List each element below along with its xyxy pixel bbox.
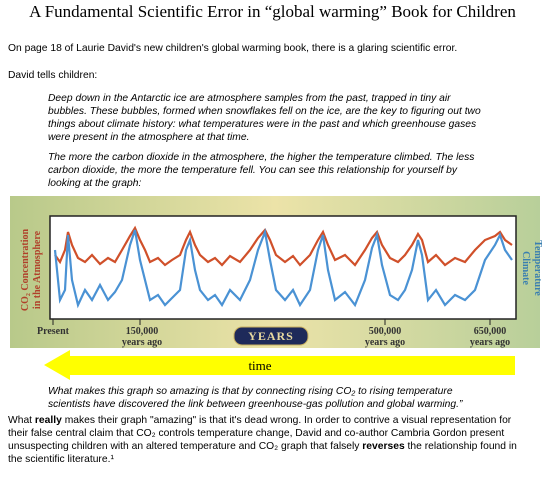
text-run: makes their graph "amazing" is that it's… (61, 415, 512, 426)
text-run: their false central claim that CO₂ contr… (8, 428, 505, 439)
bold-run: really (34, 415, 62, 426)
right-label: Temperature (532, 240, 543, 296)
temperature-curve (53, 227, 513, 309)
closing-line: their false central claim that CO₂ contr… (8, 427, 504, 440)
years-badge (233, 326, 309, 346)
x-label: years ago (365, 337, 405, 348)
text-run: the scientific literature. (8, 454, 111, 465)
closing-line: unsuspecting children with an altered te… (8, 440, 517, 453)
x-label: 500,000 (369, 326, 402, 337)
plot-area (49, 215, 517, 320)
left-label: in the Atmosphere (32, 230, 43, 309)
x-label: 650,000 (474, 326, 507, 337)
title: A Fundamental Scientific Error in “globa… (29, 2, 516, 21)
axis-title: YEARS (248, 329, 294, 343)
x-label: 150,000 (126, 326, 159, 337)
x-label: Present (37, 326, 70, 337)
left-label: CO₂ Concentration (20, 228, 31, 311)
quote-line: What makes this graph so amazing is that… (48, 386, 453, 397)
x-label: years ago (470, 337, 510, 348)
right-label: Climate (520, 251, 531, 285)
text-run: the relationship found in (404, 441, 517, 452)
quote-line: scientists have discovered the link betw… (48, 399, 463, 410)
text-run: unsuspecting children with an altered te… (8, 441, 363, 452)
x-label: years ago (122, 337, 162, 348)
footnote-mark: ¹ (110, 454, 114, 465)
quote-line: things about climate history: what tempe… (48, 119, 477, 130)
closing-line: the scientific literature.¹ (8, 453, 114, 466)
quote-line: carbon dioxide, the more the temperature… (48, 165, 458, 176)
co2-curve (54, 225, 513, 267)
intro: On page 18 of Laurie David's new childre… (8, 43, 458, 54)
text-run: What (8, 415, 35, 426)
lead: David tells children: (8, 70, 98, 81)
quote-line: looking at the graph: (48, 178, 142, 189)
bold-run: reverses (362, 441, 405, 452)
quote-line: were present in the atmosphere at that t… (48, 132, 250, 143)
quote-line: The more the carbon dioxide in the atmos… (48, 152, 475, 163)
quote-line: Deep down in the Antarctic ice are atmos… (48, 93, 451, 104)
arrow-label: time (248, 358, 271, 373)
quote-line: bubbles. These bubbles, formed when snow… (48, 106, 481, 117)
closing-line: What really makes their graph "amazing" … (8, 414, 511, 427)
time-arrow (44, 350, 515, 380)
